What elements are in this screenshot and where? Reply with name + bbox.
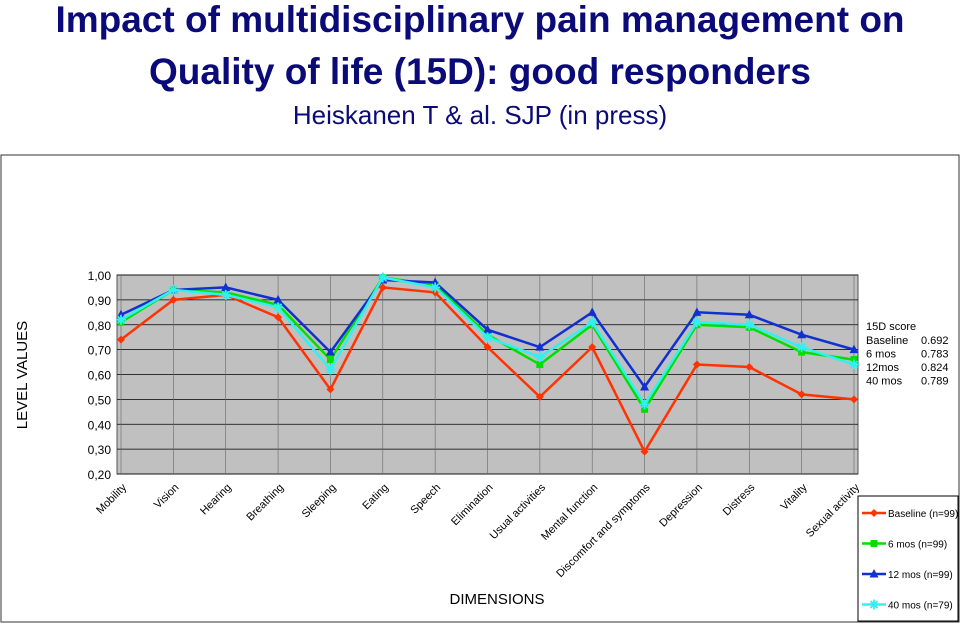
data-point <box>168 284 179 295</box>
legend-label: 12 mos (n=99) <box>888 570 953 581</box>
data-point <box>536 361 544 369</box>
data-point <box>744 309 754 319</box>
score-box-value: 0.824 <box>921 362 949 374</box>
series-3 <box>116 272 859 410</box>
data-point <box>587 307 597 316</box>
data-point <box>535 342 545 351</box>
score-box-label: 12mos <box>866 362 900 374</box>
legend-marker <box>869 569 879 578</box>
x-tick-label: Sexual activity <box>804 481 863 540</box>
data-point <box>483 343 492 352</box>
data-point <box>273 302 284 313</box>
y-tick-label: 0,50 <box>88 393 112 407</box>
score-box-label: Baseline <box>866 335 908 347</box>
data-point <box>430 282 441 293</box>
y-axis-label: LEVEL VALUES <box>14 321 31 429</box>
y-tick-label: 0,90 <box>88 294 112 308</box>
x-tick-label: Speech <box>408 482 443 517</box>
title-line-2: Quality of life (15D): good responders <box>149 51 811 92</box>
data-point <box>588 343 597 352</box>
legend-label: Baseline (n=99) <box>888 509 958 520</box>
data-point <box>744 319 755 330</box>
x-tick-label: Mobility <box>94 481 129 516</box>
y-axis-ticks: 0,20 0,30 0,40 0,50 0,60 0,70 0,80 0,90 1,00 <box>88 269 112 482</box>
title-line-1: Impact of multidisciplinary pain managem… <box>55 0 905 40</box>
data-point <box>274 313 283 322</box>
data-point <box>221 282 231 291</box>
data-point <box>326 356 334 364</box>
y-tick-label: 0,20 <box>88 468 112 482</box>
data-point <box>325 347 335 356</box>
data-point <box>691 317 702 328</box>
x-tick-label: Sleeping <box>300 482 339 521</box>
data-point <box>849 359 859 370</box>
legend-marker <box>870 540 878 547</box>
x-axis-label: DIMENSIONS <box>449 591 544 608</box>
data-point <box>273 294 283 304</box>
x-tick-label: Hearing <box>198 482 234 518</box>
data-point <box>796 342 807 353</box>
data-point <box>534 352 545 363</box>
x-tick-label: Discomfort and symptoms <box>554 481 653 580</box>
y-tick-label: 0,70 <box>88 344 112 358</box>
y-tick-label: 0,80 <box>88 319 112 333</box>
series-group <box>116 272 859 456</box>
chart-area-border <box>0 154 960 623</box>
data-point <box>116 309 126 319</box>
score-box-label: 6 mos <box>866 349 896 361</box>
data-point <box>692 307 702 316</box>
x-tick-label: Breathing <box>244 482 286 524</box>
x-tick-label: Distress <box>721 481 758 518</box>
data-point <box>849 344 859 354</box>
legend-marker <box>869 599 879 610</box>
data-point <box>535 392 544 401</box>
x-tick-label: Eating <box>360 482 391 513</box>
data-point <box>692 360 701 369</box>
y-tick-label: 0,40 <box>88 418 112 432</box>
legend: Baseline (n=99) 6 mos (n=99) 12 mos (n=99)… <box>857 495 959 622</box>
y-tick-label: 1,00 <box>88 269 112 283</box>
series-2 <box>116 274 859 391</box>
subtitle: Heiskanen T & al. SJP (in press) <box>292 100 668 130</box>
data-point <box>587 317 598 328</box>
data-point <box>797 390 806 399</box>
data-point <box>483 324 492 334</box>
score-box-heading: 15D score <box>866 321 916 333</box>
score-box-label: 40 mos <box>866 376 903 388</box>
score-box: 15D score Baseline 0.692 6 mos 0.783 12mos 0.… <box>866 321 949 388</box>
data-point <box>640 381 650 391</box>
data-point <box>116 314 126 325</box>
data-point <box>377 272 388 283</box>
data-point <box>169 295 178 304</box>
data-point <box>745 363 754 372</box>
data-point <box>378 283 387 292</box>
x-tick-label: Elimination <box>449 482 496 529</box>
data-point <box>850 395 858 404</box>
data-point <box>640 447 649 456</box>
data-point <box>639 399 650 410</box>
data-point <box>430 277 440 286</box>
data-point <box>482 332 493 343</box>
legend-label: 6 mos (n=99) <box>888 540 947 551</box>
data-point <box>797 329 807 339</box>
legend-label: 40 mos (n=79) <box>888 601 953 612</box>
data-point <box>326 385 335 394</box>
y-tick-label: 0,60 <box>88 369 112 383</box>
score-box-value: 0.692 <box>921 335 949 347</box>
score-box-value: 0.783 <box>921 349 949 361</box>
x-tick-label: Vitality <box>779 481 811 513</box>
legend-marker <box>870 509 878 517</box>
x-tick-label: Vision <box>152 482 182 512</box>
score-box-value: 0.789 <box>921 376 949 388</box>
data-point <box>325 364 336 375</box>
x-tick-label: Depression <box>657 482 705 530</box>
x-axis-ticks: Mobility Vision Hearing Breathing Sleeping Ea… <box>94 481 862 580</box>
data-point <box>220 289 231 300</box>
data-point <box>117 335 125 344</box>
y-tick-label: 0,30 <box>88 443 112 457</box>
